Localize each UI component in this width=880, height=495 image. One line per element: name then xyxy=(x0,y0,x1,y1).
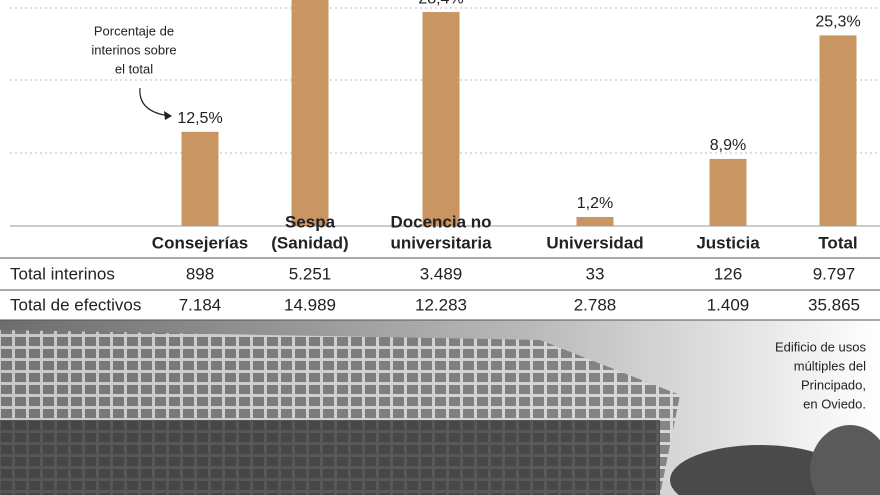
value-label: 12,5% xyxy=(177,110,222,127)
bar xyxy=(819,35,857,227)
table-cell: 898 xyxy=(186,264,214,283)
bar xyxy=(709,158,747,226)
category-label: Docencia no xyxy=(390,212,491,231)
photo-caption: en Oviedo. xyxy=(803,396,866,411)
table-cell: 9.797 xyxy=(813,264,856,283)
annotation: interinos sobre xyxy=(91,42,176,57)
table-cell: 33 xyxy=(586,264,605,283)
category-label: Sespa xyxy=(285,212,336,231)
row-label: Total interinos xyxy=(10,264,115,283)
table-cell: 7.184 xyxy=(179,295,222,314)
arrow-head xyxy=(164,111,172,120)
annotation: Porcentaje de xyxy=(94,23,174,38)
category-label: (Sanidad) xyxy=(271,233,348,252)
photo-caption: Edificio de usos xyxy=(775,339,867,354)
table-cell: 12.283 xyxy=(415,295,467,314)
table-cell: 2.788 xyxy=(574,295,617,314)
bar xyxy=(576,216,614,226)
annotation: el total xyxy=(115,61,153,76)
bar xyxy=(181,131,219,226)
value-label: 8,9% xyxy=(710,137,746,154)
bar xyxy=(291,0,329,226)
photo-caption: Principado, xyxy=(801,377,866,392)
table-cell: 14.989 xyxy=(284,295,336,314)
photo xyxy=(0,320,880,495)
row-label: Total de efectivos xyxy=(10,295,141,314)
value-label: 1,2% xyxy=(577,195,613,212)
bar xyxy=(422,12,460,227)
value-label: 25,3% xyxy=(815,14,860,31)
annotation-arrow xyxy=(139,87,171,117)
category-label: Total xyxy=(818,233,857,252)
value-label: 28,4% xyxy=(418,0,463,7)
category-label: universitaria xyxy=(390,233,492,252)
table-cell: 1.409 xyxy=(707,295,750,314)
photo-caption: múltiples del xyxy=(794,358,866,373)
table-cell: 3.489 xyxy=(420,264,463,283)
table-cell: 35.865 xyxy=(808,295,860,314)
category-label: Consejerías xyxy=(152,233,248,252)
category-label: Universidad xyxy=(546,233,643,252)
table-cell: 5.251 xyxy=(289,264,332,283)
table-cell: 126 xyxy=(714,264,742,283)
category-label: Justicia xyxy=(696,233,760,252)
